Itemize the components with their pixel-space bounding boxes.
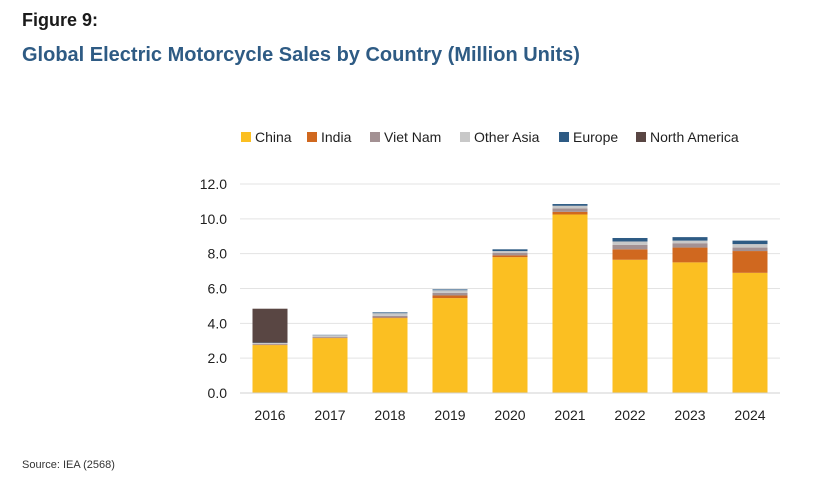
bar-segment-china — [552, 214, 588, 393]
legend-label: North America — [650, 129, 739, 145]
legend-label: Other Asia — [474, 129, 540, 145]
bar-segment-india — [672, 247, 708, 263]
x-tick-label: 2018 — [374, 407, 405, 423]
y-tick-label: 6.0 — [208, 281, 228, 297]
legend-swatch — [370, 132, 380, 142]
bar-segment-other-asia — [432, 290, 468, 293]
legend-swatch — [636, 132, 646, 142]
bar-segment-viet-nam — [492, 252, 528, 256]
y-tick-label: 4.0 — [208, 315, 228, 331]
bar-segment-viet-nam — [612, 244, 648, 250]
x-tick-label: 2017 — [314, 407, 345, 423]
bar-segment-viet-nam — [372, 315, 408, 318]
x-tick-label: 2021 — [554, 407, 585, 423]
bar-segment-china — [312, 338, 348, 393]
bar-segment-europe — [672, 237, 708, 241]
legend-swatch — [460, 132, 470, 142]
y-tick-label: 10.0 — [200, 211, 227, 227]
bar-segment-other-asia — [612, 241, 648, 245]
bar-segment-other-asia — [372, 313, 408, 316]
bar-segment-europe — [552, 204, 588, 206]
bar-segment-north-america — [252, 308, 288, 343]
y-tick-label: 12.0 — [200, 176, 227, 192]
bar-segment-india — [492, 255, 528, 258]
bar-segment-other-asia — [732, 244, 768, 248]
y-axis: 0.0 2.0 4.0 6.0 8.0 10.0 12.0 — [200, 176, 227, 401]
bar-segment-india — [372, 317, 408, 319]
bar-segment-china — [372, 318, 408, 393]
bar-segment-europe — [612, 237, 648, 242]
y-tick-label: 0.0 — [208, 385, 228, 401]
bar-segment-europe — [372, 312, 408, 314]
legend-label: Europe — [573, 129, 618, 145]
bar-segment-europe — [432, 289, 468, 291]
bar-segment-china — [672, 262, 708, 393]
bars — [252, 204, 768, 393]
x-tick-label: 2024 — [734, 407, 765, 423]
bar-segment-other-asia — [492, 251, 528, 253]
x-tick-label: 2022 — [614, 407, 645, 423]
bar-segment-china — [432, 298, 468, 393]
chart-title: Global Electric Motorcycle Sales by Coun… — [22, 44, 580, 66]
bar-segment-viet-nam — [672, 243, 708, 248]
x-tick-label: 2016 — [254, 407, 285, 423]
bar-segment-viet-nam — [552, 208, 588, 212]
bar-segment-other-asia — [552, 205, 588, 209]
bar-segment-china — [612, 259, 648, 393]
bar-segment-india — [732, 251, 768, 273]
legend-label: Viet Nam — [384, 129, 441, 145]
x-tick-label: 2020 — [494, 407, 525, 423]
legend-swatch — [241, 132, 251, 142]
bar-segment-viet-nam — [312, 336, 348, 338]
chart-legend: China India Viet Nam Other Asia Europe North … — [241, 129, 739, 145]
bar-segment-viet-nam — [252, 343, 288, 345]
bar-segment-china — [492, 257, 528, 393]
legend-swatch — [307, 132, 317, 142]
legend-label: China — [255, 129, 292, 145]
bar-segment-other-asia — [312, 335, 348, 337]
x-tick-label: 2023 — [674, 407, 705, 423]
source-note: Source: IEA (2568) — [22, 459, 115, 471]
bar-segment-viet-nam — [432, 292, 468, 296]
y-tick-label: 8.0 — [208, 246, 228, 262]
bar-segment-china — [252, 345, 288, 393]
legend-label: India — [321, 129, 352, 145]
bar-segment-china — [732, 272, 768, 393]
bar-segment-india — [432, 295, 468, 299]
bar-segment-other-asia — [252, 343, 288, 344]
x-tick-label: 2019 — [434, 407, 465, 423]
bar-segment-europe — [492, 249, 528, 252]
bar-segment-europe — [732, 240, 768, 245]
bar-segment-india — [612, 249, 648, 260]
bar-segment-other-asia — [672, 240, 708, 244]
figure-label: Figure 9: — [22, 10, 99, 30]
bar-segment-india — [552, 211, 588, 215]
bar-segment-viet-nam — [732, 247, 768, 252]
legend-swatch — [559, 132, 569, 142]
x-axis: 2016 2017 2018 2019 2020 2021 2022 2023 2024 — [240, 392, 780, 423]
y-tick-label: 2.0 — [208, 350, 228, 366]
